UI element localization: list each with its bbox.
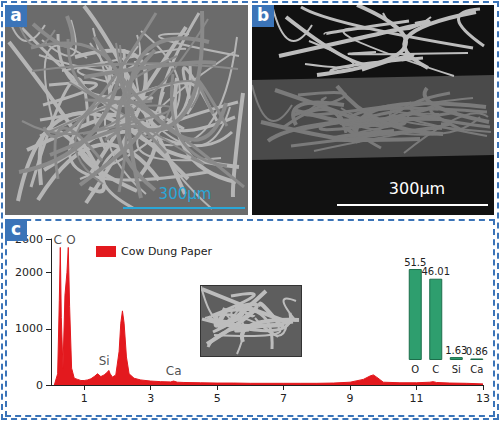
svg-text:0.86: 0.86: [466, 346, 488, 357]
svg-text:7: 7: [280, 392, 287, 405]
svg-text:51.5: 51.5: [404, 256, 427, 268]
svg-text:C: C: [53, 233, 61, 247]
html-text:c: c: [11, 219, 21, 239]
svg-text:3: 3: [147, 392, 154, 405]
svg-text:C: C: [432, 364, 439, 375]
svg-text:1000: 1000: [15, 322, 43, 335]
svg-text:O: O: [66, 233, 75, 247]
svg-text:Ca: Ca: [470, 364, 483, 375]
svg-text:9: 9: [347, 392, 354, 405]
svg-text:5: 5: [214, 392, 221, 405]
svg-text:1: 1: [81, 392, 88, 405]
svg-text:46.01: 46.01: [421, 266, 450, 277]
svg-text:0: 0: [36, 379, 43, 392]
svg-text:11: 11: [410, 392, 424, 405]
svg-text:Si: Si: [99, 354, 110, 368]
svg-text:13: 13: [476, 392, 490, 405]
svg-text:Si: Si: [452, 364, 461, 375]
svg-text:2000: 2000: [15, 266, 43, 279]
svg-text:O: O: [411, 364, 419, 375]
html-text:b: b: [256, 5, 270, 25]
svg-text:Ca: Ca: [166, 364, 182, 378]
svg-text:2600: 2600: [15, 232, 43, 246]
html-text:300μm: 300μm: [388, 179, 446, 198]
svg-text:Cow Dung Paper: Cow Dung Paper: [121, 245, 212, 258]
html-text:a: a: [10, 5, 22, 25]
html-text:300μm: 300μm: [158, 185, 212, 203]
svg-text:1.63: 1.63: [445, 345, 467, 356]
